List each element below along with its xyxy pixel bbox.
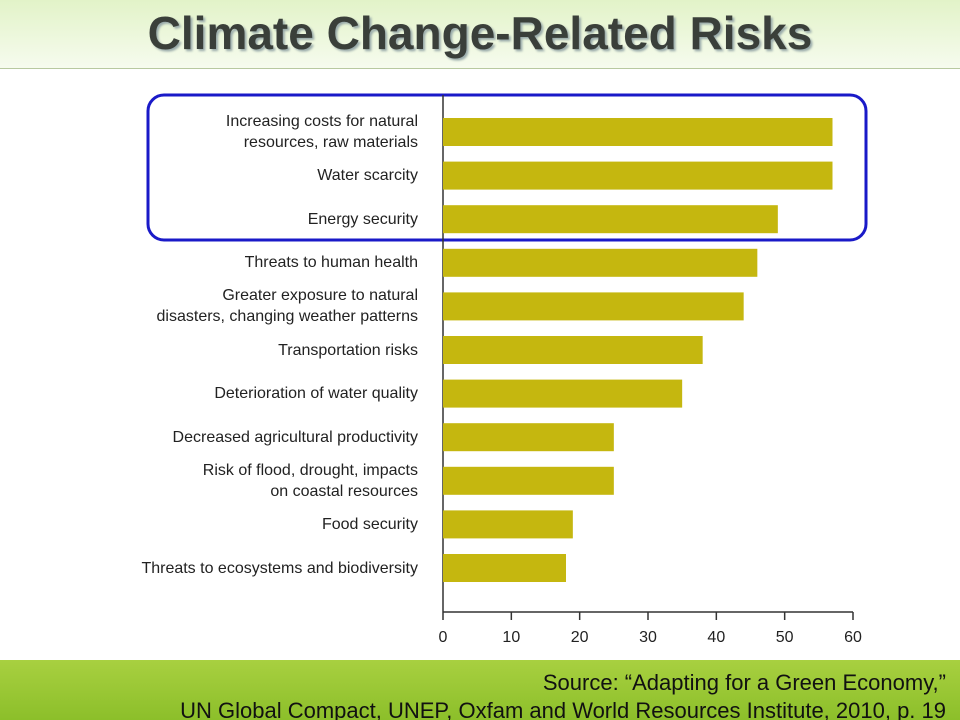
category-label: Threats to ecosystems and biodiversity xyxy=(141,559,418,577)
category-label: Transportation risks xyxy=(278,341,418,359)
category-label: Deterioration of water quality xyxy=(214,385,418,403)
bar xyxy=(443,423,614,452)
source-text: UN Global Compact, UNEP, Oxfam and World… xyxy=(180,698,946,720)
x-tick-label: 40 xyxy=(707,629,725,646)
category-label: Threats to human health xyxy=(244,254,418,272)
category-label: Increasing costs for natural resources, … xyxy=(225,113,418,151)
bar xyxy=(443,161,833,190)
category-label: Greater exposure to natural disasters, c… xyxy=(156,287,418,326)
bar xyxy=(443,205,778,234)
category-label: Food security xyxy=(321,515,418,533)
chart-title: Climate Change-Related Risks xyxy=(147,7,813,59)
x-tick-label: 30 xyxy=(639,629,657,646)
x-tick-label: 50 xyxy=(776,629,794,646)
category-label: Energy security xyxy=(307,210,418,228)
category-label: Risk of flood, drought, impacts on coast… xyxy=(202,461,418,500)
bar xyxy=(443,118,833,146)
x-tick-label: 20 xyxy=(571,629,589,646)
title-bar: Climate Change-Related Risks xyxy=(0,0,960,69)
bar xyxy=(443,554,566,582)
highlight-box xyxy=(146,93,868,242)
bar xyxy=(443,336,703,364)
category-label: Decreased agricultural productivity xyxy=(172,428,418,446)
bar xyxy=(443,466,614,495)
x-tick-label: 10 xyxy=(502,629,520,646)
x-tick-label: 0 xyxy=(439,629,448,646)
bar xyxy=(443,248,758,277)
bar xyxy=(443,379,683,408)
category-label: Water scarcity xyxy=(317,167,418,185)
bar xyxy=(443,510,573,539)
source-bar: Source: “Adapting for a Green Economy,” … xyxy=(0,660,960,720)
source-text: Source: “Adapting for a Green Economy,” xyxy=(542,670,946,695)
x-tick-label: 60 xyxy=(844,629,862,646)
bar xyxy=(443,292,744,321)
